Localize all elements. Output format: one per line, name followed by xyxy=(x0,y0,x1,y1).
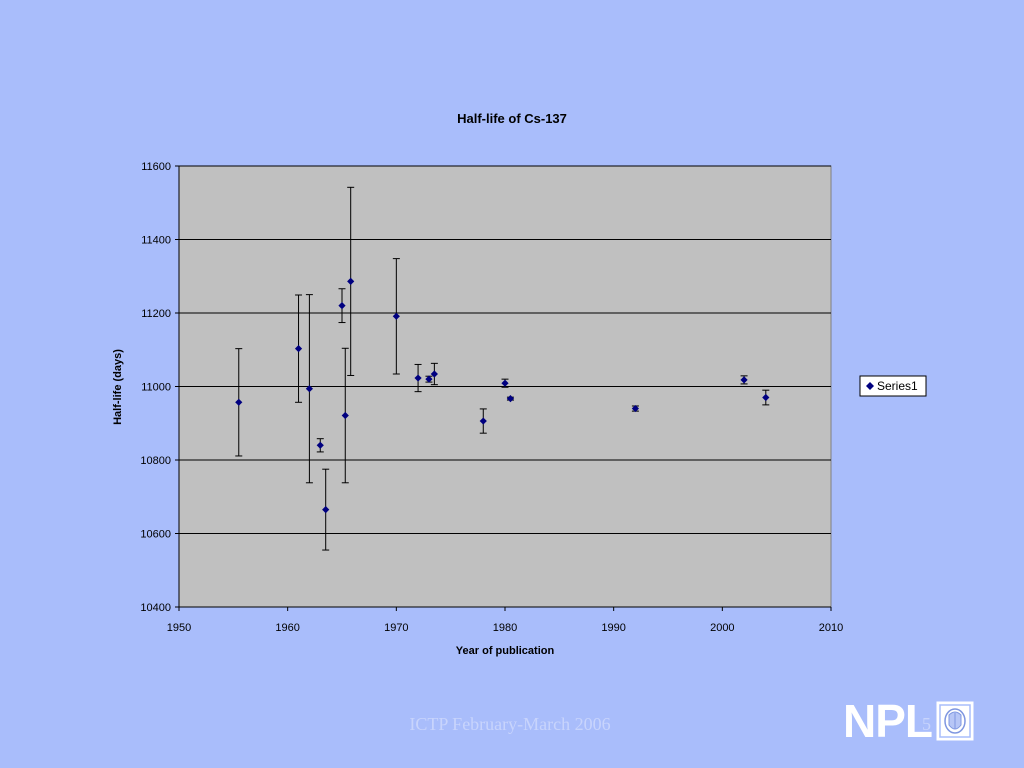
footer-text: ICTP February-March 2006 xyxy=(409,714,611,734)
y-tick-label-11200: 11200 xyxy=(141,308,171,320)
axes xyxy=(175,165,832,611)
y-tick-label-11000: 11000 xyxy=(141,382,171,394)
data-point-15 xyxy=(631,404,639,413)
x-tick-label-1960: 1960 xyxy=(275,622,299,634)
x-tick-label-2010: 2010 xyxy=(819,622,843,634)
data-point-10 xyxy=(425,375,433,383)
data-point-2 xyxy=(305,385,313,393)
npl-crest-icon xyxy=(936,701,974,741)
data-points xyxy=(235,277,770,514)
data-point-16 xyxy=(740,376,748,384)
data-point-11 xyxy=(430,370,438,378)
chart-title: Half-life of Cs-137 xyxy=(457,111,567,126)
y-tick-label-10400: 10400 xyxy=(140,602,171,614)
npl-logo: NPL xyxy=(843,695,974,747)
y-axis-label: Half-life (days) xyxy=(112,349,124,425)
legend-entry-series1: Series1 xyxy=(877,379,918,393)
x-tick-label-1980: 1980 xyxy=(493,622,517,634)
x-tick-label-1970: 1970 xyxy=(384,622,408,634)
y-tick-label-10600: 10600 xyxy=(140,529,171,541)
data-point-9 xyxy=(414,374,422,382)
page-number: 5 xyxy=(922,714,931,734)
x-tick-label-2000: 2000 xyxy=(710,622,734,634)
data-point-14 xyxy=(506,395,515,403)
npl-logo-text: NPL xyxy=(843,695,933,747)
data-point-7 xyxy=(347,277,355,285)
x-tick-label-1950: 1950 xyxy=(167,622,191,634)
data-point-12 xyxy=(479,417,487,425)
data-point-17 xyxy=(762,393,770,402)
x-axis-label: Year of publication xyxy=(456,645,555,657)
data-point-0 xyxy=(235,398,243,406)
data-point-8 xyxy=(392,312,400,320)
gridlines xyxy=(179,165,831,534)
y-tick-label-11400: 11400 xyxy=(141,235,171,247)
data-point-1 xyxy=(294,345,303,353)
tick-labels: 10400 10600 10800 11000 11200 11400 11600 1950 1… xyxy=(140,161,843,634)
data-point-6 xyxy=(341,411,349,420)
data-point-5 xyxy=(338,302,346,310)
legend-box xyxy=(859,375,927,397)
data-point-4 xyxy=(322,506,330,514)
legend-marker-icon xyxy=(866,382,874,390)
y-tick-label-10800: 10800 xyxy=(140,455,171,467)
legend: Series1 xyxy=(859,375,927,397)
y-tick-label-11600: 11600 xyxy=(141,161,171,173)
data-point-3 xyxy=(316,441,324,449)
x-tick-label-1990: 1990 xyxy=(601,622,625,634)
data-point-13 xyxy=(501,379,509,387)
